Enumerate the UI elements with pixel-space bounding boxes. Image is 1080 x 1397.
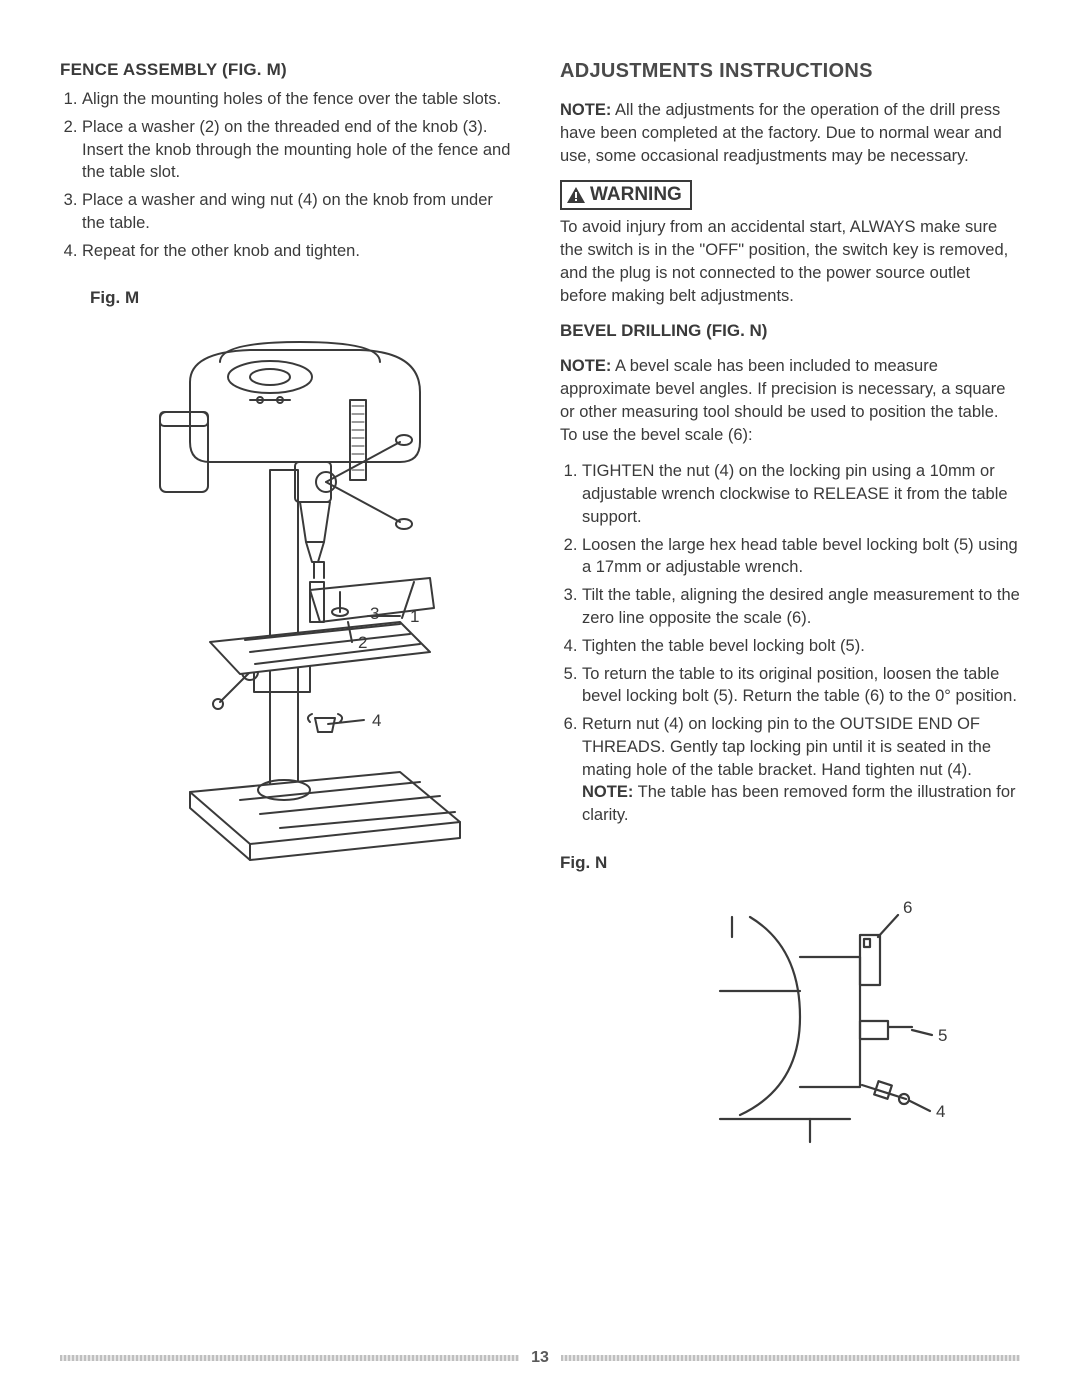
- page-number: 13: [531, 1349, 549, 1367]
- fence-assembly-heading: FENCE ASSEMBLY (FIG. M): [60, 60, 520, 80]
- drill-press-illustration: 1 3 2 4: [100, 322, 500, 882]
- page-footer: 13: [60, 1349, 1020, 1367]
- list-item: To return the table to its original posi…: [582, 663, 1020, 709]
- adjustments-title: ADJUSTMENTS INSTRUCTIONS: [560, 60, 1020, 83]
- fence-assembly-steps: Align the mounting holes of the fence ov…: [60, 88, 520, 262]
- right-column: ADJUSTMENTS INSTRUCTIONS NOTE: All the a…: [560, 60, 1020, 1167]
- page-body: FENCE ASSEMBLY (FIG. M) Align the mounti…: [60, 60, 1020, 1167]
- warning-label: WARNING: [590, 184, 682, 206]
- callout-2: 2: [358, 633, 367, 652]
- callout-3: 3: [370, 604, 379, 623]
- bevel-bracket-illustration: 6 5 4: [680, 887, 980, 1147]
- callout-1: 1: [410, 607, 419, 626]
- note-text: A bevel scale has been included to measu…: [560, 357, 1005, 443]
- fig-n-label: Fig. N: [560, 853, 1020, 873]
- list-item: Repeat for the other knob and tighten.: [82, 240, 520, 263]
- note-1: NOTE: All the adjustments for the operat…: [560, 99, 1020, 167]
- warning-triangle-icon: [566, 186, 586, 204]
- bevel-heading: BEVEL DRILLING (FIG. N): [560, 321, 1020, 341]
- figure-m: 1 3 2 4: [100, 322, 500, 882]
- note-label: NOTE:: [582, 783, 633, 801]
- list-item: TIGHTEN the nut (4) on the locking pin u…: [582, 460, 1020, 528]
- fig-m-label: Fig. M: [90, 288, 520, 308]
- left-column: FENCE ASSEMBLY (FIG. M) Align the mounti…: [60, 60, 520, 1167]
- warning-box: WARNING: [560, 180, 692, 210]
- note-2: NOTE: A bevel scale has been included to…: [560, 355, 1020, 446]
- bevel-steps: TIGHTEN the nut (4) on the locking pin u…: [560, 460, 1020, 826]
- step-text: Return nut (4) on locking pin to the OUT…: [582, 715, 991, 779]
- footer-rule-left: [60, 1355, 519, 1361]
- note-label: NOTE:: [560, 101, 611, 119]
- list-item: Tilt the table, aligning the desired ang…: [582, 584, 1020, 630]
- callout-4: 4: [372, 711, 381, 730]
- callout-5: 5: [938, 1026, 947, 1045]
- note-text: The table has been removed form the illu…: [582, 783, 1016, 824]
- footer-rule-right: [561, 1355, 1020, 1361]
- list-item: Return nut (4) on locking pin to the OUT…: [582, 713, 1020, 827]
- warning-text: To avoid injury from an accidental start…: [560, 216, 1020, 307]
- list-item: Align the mounting holes of the fence ov…: [82, 88, 520, 111]
- note-text: All the adjustments for the operation of…: [560, 101, 1002, 165]
- list-item: Place a washer and wing nut (4) on the k…: [82, 189, 520, 235]
- list-item: Place a washer (2) on the threaded end o…: [82, 116, 520, 184]
- list-item: Loosen the large hex head table bevel lo…: [582, 534, 1020, 580]
- note-label: NOTE:: [560, 357, 611, 375]
- list-item: Tighten the table bevel locking bolt (5)…: [582, 635, 1020, 658]
- figure-n: 6 5 4: [680, 887, 980, 1167]
- callout-4b: 4: [936, 1102, 945, 1121]
- callout-6: 6: [903, 898, 912, 917]
